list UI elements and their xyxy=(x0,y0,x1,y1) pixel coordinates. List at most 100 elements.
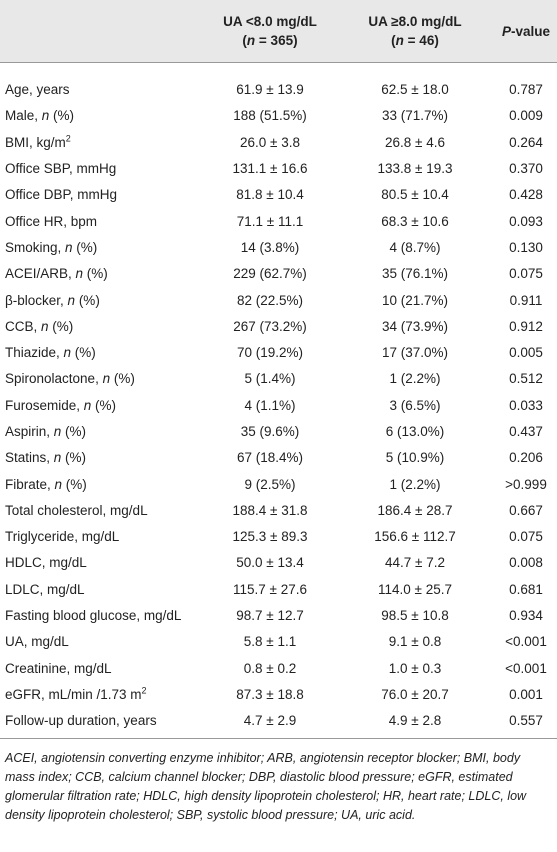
row-label: Male, n (%) xyxy=(0,103,205,129)
cell: 35 (76.1%) xyxy=(381,266,449,282)
italic-text: n xyxy=(67,292,76,308)
cell: 76.0 ± 20.7 xyxy=(381,686,449,702)
table-row: Office DBP, mmHg 81.8 ± 10.4 80.5 ± 10.4 0.… xyxy=(0,182,557,208)
row-label: ACEI/ARB, n (%) xyxy=(0,261,205,287)
cell: 62.5 ± 18.0 xyxy=(381,82,449,98)
cell: 5.8 ± 1.1 xyxy=(243,634,297,650)
row-label: Fasting blood glucose, mg/dL xyxy=(0,603,205,629)
italic-text: n xyxy=(41,108,50,124)
cell: 114.0 ± 25.7 xyxy=(378,581,452,597)
cell: 35 (9.6%) xyxy=(240,424,300,439)
table-row: HDLC, mg/dL 50.0 ± 13.4 44.7 ± 7.2 0.008 xyxy=(0,550,557,576)
cell: 68.3 ± 10.6 xyxy=(381,213,449,229)
cell: 9 (2.5%) xyxy=(244,476,296,492)
table-row: UA, mg/dL 5.8 ± 1.1 9.1 ± 0.8 <0.001 xyxy=(0,629,557,655)
italic-text: n xyxy=(83,397,92,413)
text: Triglyceride, mg/dL xyxy=(5,529,120,545)
table-row: Fasting blood glucose, mg/dL 98.7 ± 12.7 9… xyxy=(0,603,557,629)
cell: 0.911 xyxy=(509,292,543,308)
text: ( xyxy=(242,33,247,48)
cell: 0.667 xyxy=(509,502,543,518)
cell: 1 (2.2%) xyxy=(389,371,441,387)
text: CCB, xyxy=(5,318,42,334)
cell: 26.0 ± 3.8 xyxy=(240,134,300,150)
italic-text: n xyxy=(102,371,111,387)
row-label: Office SBP, mmHg xyxy=(0,156,205,182)
text: Aspirin, xyxy=(5,424,54,439)
cell: 10 (21.7%) xyxy=(381,292,449,308)
text: = 46) xyxy=(403,33,439,48)
superscript: 2 xyxy=(141,685,147,696)
cell: 0.264 xyxy=(509,134,543,150)
cell: 0.428 xyxy=(509,187,543,203)
row-label: Triglyceride, mg/dL xyxy=(0,524,205,550)
text: (%) xyxy=(75,292,100,308)
cell: 186.4 ± 28.7 xyxy=(377,502,453,518)
superscript: 2 xyxy=(65,133,71,144)
row-label: Thiazide, n (%) xyxy=(0,340,205,366)
table-row: CCB, n (%) 267 (73.2%) 34 (73.9%) 0.912 xyxy=(0,314,557,340)
row-label: Office DBP, mmHg xyxy=(0,182,205,208)
cell: 1 (2.2%) xyxy=(389,476,441,492)
italic-text: n xyxy=(54,476,63,492)
cell: 0.370 xyxy=(509,161,543,177)
cell: 0.681 xyxy=(509,581,543,597)
table-row: Total cholesterol, mg/dL 188.4 ± 31.8 186.… xyxy=(0,498,557,524)
cell: 71.1 ± 11.1 xyxy=(236,213,304,229)
table-row: Creatinine, mg/dL 0.8 ± 0.2 1.0 ± 0.3 <0.00… xyxy=(0,656,557,682)
text: HDLC, mg/dL xyxy=(5,555,87,571)
text: ( xyxy=(391,33,396,48)
cell: 4 (8.7%) xyxy=(389,239,441,255)
text: Thiazide, xyxy=(5,345,64,361)
cell: 0.033 xyxy=(509,397,543,413)
header-cell: UA ≥8.0 mg/dL (n = 46) xyxy=(335,0,495,63)
text: Age, years xyxy=(5,82,70,98)
cell: >0.999 xyxy=(505,476,547,492)
table-row: Male, n (%) 188 (51.5%) 33 (71.7%) 0.009 xyxy=(0,103,557,129)
table-row: Follow-up duration, years 4.7 ± 2.9 4.9 ± … xyxy=(0,708,557,739)
italic-text: P xyxy=(501,23,511,39)
text: (%) xyxy=(62,476,87,492)
row-label: Total cholesterol, mg/dL xyxy=(0,498,205,524)
row-label: Creatinine, mg/dL xyxy=(0,656,205,682)
footnote: ACEI, angiotensin converting enzyme inhi… xyxy=(5,751,527,823)
text: = 365) xyxy=(255,33,298,48)
table-row: Triglyceride, mg/dL 125.3 ± 89.3 156.6 ± 1… xyxy=(0,524,557,550)
table-row: Aspirin, n (%) 35 (9.6%) 6 (13.0%) 0.437 xyxy=(0,419,557,445)
cell: 0.912 xyxy=(509,318,543,334)
cell: 98.5 ± 10.8 xyxy=(381,608,449,624)
header-line: UA <8.0 mg/dL xyxy=(205,12,335,31)
cell: 0.787 xyxy=(509,82,543,98)
text: Spironolactone, xyxy=(5,371,103,387)
text: Fasting blood glucose, mg/dL xyxy=(5,608,182,624)
cell: <0.001 xyxy=(505,634,547,650)
text: Smoking, xyxy=(5,239,66,255)
text: (%) xyxy=(91,397,117,413)
cell: 1.0 ± 0.3 xyxy=(388,660,442,676)
row-label: β-blocker, n (%) xyxy=(0,287,205,313)
table-header: UA <8.0 mg/dL (n = 365) UA ≥8.0 mg/dL (n = … xyxy=(0,0,557,63)
table-row: Office HR, bpm 71.1 ± 11.1 68.3 ± 10.6 0.09… xyxy=(0,208,557,234)
cell: 229 (62.7%) xyxy=(233,266,307,282)
header-line: P-value xyxy=(495,22,557,41)
text: (%) xyxy=(72,239,98,255)
cell: 4.7 ± 2.9 xyxy=(243,713,297,729)
text: eGFR, mL/min /1.73 m xyxy=(5,686,142,702)
italic-text: n xyxy=(53,424,62,439)
text: -value xyxy=(510,23,551,39)
cell: 17 (37.0%) xyxy=(381,345,449,361)
cell: 82 (22.5%) xyxy=(236,292,304,308)
row-label: Furosemide, n (%) xyxy=(0,393,205,419)
text: Follow-up duration, years xyxy=(5,713,157,729)
cell: 61.9 ± 13.9 xyxy=(236,82,304,98)
header-line: (n = 365) xyxy=(205,31,335,50)
header-cell xyxy=(0,0,205,63)
cell: 81.8 ± 10.4 xyxy=(236,187,304,203)
row-label: Age, years xyxy=(0,63,205,104)
cell: 115.7 ± 27.6 xyxy=(233,581,307,597)
row-label: Follow-up duration, years xyxy=(0,708,205,739)
cell: 0.008 xyxy=(509,555,543,571)
row-label: Smoking, n (%) xyxy=(0,235,205,261)
cell: 188.4 ± 31.8 xyxy=(232,502,308,518)
